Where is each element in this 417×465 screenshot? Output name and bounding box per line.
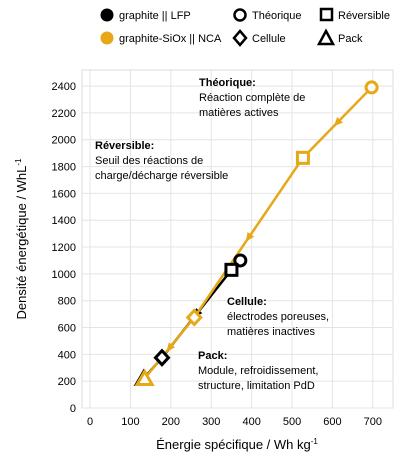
legend-label-graphite-lfp: graphite || LFP [119,10,191,22]
direction-arrow-graphite-siox-nca [333,116,343,127]
annotation-cellule-title: Cellule: [227,296,267,308]
x-axis-label: Énergie spécifique / Wh kg-1 [156,437,318,452]
x-tick-label: 600 [323,416,341,428]
legend-swatch-graphite-siox-nca [100,31,114,45]
annotation-theorique-line-2: matières actives [199,107,279,119]
x-tick-label: 400 [242,416,260,428]
marker-graphite-lfp-reversible [224,262,239,277]
legend-label-pack: Pack [338,33,363,45]
data-markers [133,80,379,386]
x-axis-ticks: 0 100 200 300 400 500 600 700 [87,416,382,428]
x-tick-label: 500 [283,416,301,428]
x-tick-label: 100 [121,416,139,428]
annotation-pack-line-2: structure, limitation PdD [198,380,315,392]
annotation-reversible-line-1: Seuil des réactions de [95,155,203,167]
x-tick-label: 200 [162,416,180,428]
y-axis-label: Densité énergétique / WhL-1 [14,158,29,320]
y-tick-label: 1800 [52,162,76,174]
marker-graphite-siox-nca-theorique [364,80,379,95]
marker-graphite-siox-nca-reversible [295,150,310,165]
legend-triangle-marker [316,28,336,46]
plot-area [81,69,394,409]
x-tick-label: 700 [364,416,382,428]
direction-arrow-graphite-siox-nca [166,342,176,352]
annotation-pack-title: Pack: [198,350,227,362]
annotations: Théorique: Réaction complète de matières… [95,77,329,392]
legend-circle-marker [233,8,247,22]
annotation-reversible-title: Réversible: [95,140,154,152]
legend-swatch-graphite-lfp [100,8,114,22]
y-tick-label: 1200 [52,242,76,254]
legend-label-theorique: Théorique [252,10,302,22]
y-tick-label: 400 [58,349,76,361]
legend-label-cellule: Cellule [252,33,286,45]
marker-graphite-lfp-cellule [153,348,171,367]
direction-arrow-graphite-siox-nca [245,232,255,242]
y-tick-label: 1600 [52,188,76,200]
legend-label-reversible: Réversible [338,10,390,22]
y-tick-label: 0 [70,403,76,415]
annotation-theorique-line-1: Réaction complète de [199,92,305,104]
y-tick-label: 1000 [52,269,76,281]
y-tick-label: 2400 [52,81,76,93]
marker-graphite-siox-nca-pack [134,368,155,386]
annotation-cellule-line-2: matières inactives [227,326,316,338]
y-tick-label: 2200 [52,108,76,120]
annotation-pack-line-1: Module, refroidissement, [198,365,318,377]
annotation-theorique-title: Théorique: [199,77,256,89]
y-tick-label: 600 [58,323,76,335]
legend-diamond-marker [232,29,248,47]
annotation-reversible-line-2: charge/décharge réversible [95,170,228,182]
y-tick-label: 1400 [52,215,76,227]
legend-label-graphite-siox-nca: graphite-SiOx || NCA [119,33,222,45]
x-tick-label: 300 [202,416,220,428]
legend-square-marker [319,7,334,22]
y-tick-label: 800 [58,296,76,308]
legend: graphite || LFP graphite-SiOx || NCA Thé… [100,7,390,47]
marker-graphite-siox-nca-cellule [185,308,203,327]
y-tick-label: 200 [58,376,76,388]
x-tick-label: 0 [87,416,93,428]
annotation-cellule-line-1: électrodes poreuses, [227,311,329,323]
y-axis-ticks: 0 200 400 600 800 1000 1200 1400 1600 1800 2000 220… [52,81,76,415]
y-tick-label: 2000 [52,135,76,147]
